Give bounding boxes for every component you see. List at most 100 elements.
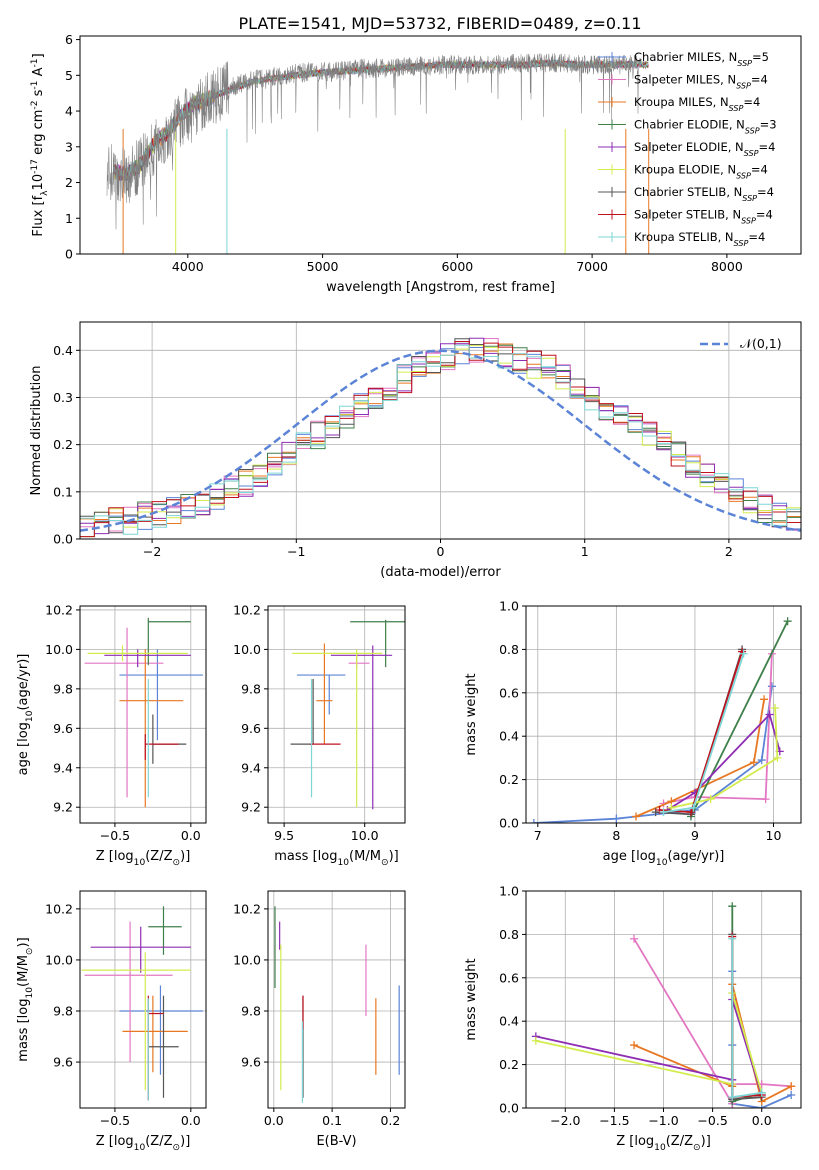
errorbar-point: [350, 619, 405, 668]
weight-point-marker: [787, 1090, 796, 1099]
x-tick-label: 9.5: [274, 828, 294, 843]
axes-frame: [267, 605, 406, 824]
errorbar-point: [330, 645, 393, 810]
weight-series-line: [666, 712, 781, 811]
errorbar-point: [144, 734, 179, 760]
y-tick-label: 10.0: [233, 642, 261, 657]
age_vs_Z-axes: −0.5 0.0 9.2 9.4 9.6 9.8 10.0 10.2 Z [log10(Z/Z⊙…: [16, 602, 207, 868]
x-axis-label: age [log10(age/yr)]: [603, 849, 725, 868]
weight-series-line: [731, 936, 762, 1099]
x-tick-label: 0.0: [752, 1113, 772, 1128]
legend-entry-text: Salpeter ELODIE, NSSP=4: [634, 140, 775, 158]
errorbar-point: [297, 674, 346, 715]
weight-point-marker: [787, 1082, 796, 1091]
model-spectrum-line: [113, 59, 649, 181]
errorbar-point: [119, 985, 203, 1075]
y-axis-label: Normed distribution: [29, 366, 44, 496]
errorbar-point: [87, 645, 188, 662]
x-tick-label: 1: [581, 544, 589, 559]
histogram-step: [80, 344, 801, 535]
y-tick-label: 9.8: [241, 1003, 261, 1018]
x-axis-label: (data-model)/error: [380, 565, 501, 580]
weight-series-line: [535, 992, 763, 1094]
weight-series-line: [635, 699, 765, 818]
legend-entry-text: Chabrier STELIB, NSSP=4: [634, 185, 774, 203]
y-tick-label: 9.8: [53, 681, 73, 696]
y-axis-label: mass [log10(M/M⊙)]: [16, 937, 35, 1061]
weight-point-marker: [728, 1093, 737, 1102]
errorbar-point: [122, 995, 188, 1073]
model-spectrum-line: [113, 59, 649, 181]
x-axis-label: wavelength [Angstrom, rest frame]: [326, 280, 555, 295]
x-tick-label: 4000: [172, 259, 204, 274]
legend-entry-text: Chabrier ELODIE, NSSP=3: [634, 118, 777, 136]
y-tick-label: 0.0: [499, 816, 519, 831]
errorbar-point: [119, 649, 203, 741]
model-spectrum-line: [113, 58, 649, 180]
x-tick-label: 9: [691, 828, 699, 843]
x-tick-label: −0.5: [100, 1113, 130, 1128]
legend-entry-text: Kroupa ELODIE, NSSP=4: [634, 163, 768, 181]
weight-series-line: [533, 686, 773, 823]
weight-point-marker: [529, 819, 538, 823]
y-tick-label: 0.8: [499, 927, 519, 942]
weight-point-marker: [767, 682, 776, 691]
figure-title: PLATE=1541, MJD=53732, FIBERID=0489, z=0…: [238, 14, 641, 33]
y-tick-label: 0.4: [499, 1014, 519, 1029]
y-tick-label: 0.0: [53, 532, 73, 547]
model-spectrum-line: [113, 58, 649, 183]
errorbar-point: [316, 643, 333, 745]
weight_vs_age-axes: 7 8 9 10 0.0 0.2 0.4 0.6 0.8 1.0 age [log10(age/yr…: [464, 599, 802, 868]
x-axis-label: Z [log10(Z/Z⊙)]: [96, 849, 191, 868]
legend-entry-text: Salpeter STELIB, NSSP=4: [634, 208, 773, 226]
errorbar-point: [84, 921, 173, 1063]
x-tick-label: 7: [534, 828, 542, 843]
age_vs_mass-plot-area: [290, 619, 405, 810]
y-tick-label: 9.6: [53, 1055, 73, 1070]
y-tick-label: 9.6: [53, 721, 73, 736]
y-tick-label: 0.6: [499, 685, 519, 700]
y-tick-label: 9.8: [241, 681, 261, 696]
y-axis-label: age [log10(age/yr)]: [16, 654, 35, 776]
weight-point-marker: [765, 710, 774, 719]
model-spectrum-line: [113, 58, 649, 182]
weight-series-line: [671, 707, 779, 809]
errorbar-point: [147, 617, 191, 666]
y-tick-label: 0.3: [53, 390, 73, 405]
weight_vs_age-plot-area: [529, 617, 792, 823]
y-tick-label: 0.0: [499, 1101, 519, 1116]
axes-frame: [79, 35, 802, 255]
model-spectrum-line: [113, 59, 649, 181]
x-tick-label: 8: [612, 828, 620, 843]
weight-point-marker: [783, 617, 792, 626]
x-tick-label: 0.0: [181, 828, 201, 843]
axes-frame: [79, 890, 207, 1109]
errorbar-point: [292, 649, 383, 808]
y-tick-label: 0.2: [499, 772, 519, 787]
axes-frame: [267, 890, 406, 1109]
y-tick-label: 0.4: [53, 343, 73, 358]
y-tick-label: 9.8: [53, 1003, 73, 1018]
y-axis-label: Flux [fλ10-17 erg cm-2 s-1 A-1]: [30, 53, 50, 236]
weight-point-marker: [689, 803, 698, 812]
weight-point-marker: [749, 758, 758, 767]
weight-point-marker: [687, 808, 695, 817]
legend-entry-text: Kroupa MILES, NSSP=4: [634, 95, 760, 113]
weight-point-marker: [728, 934, 737, 943]
errorbar-point: [148, 995, 179, 1098]
mass_vs_ebv-plot-area: [274, 906, 400, 1103]
normal-legend-label: 𝒩(0,1): [740, 336, 782, 351]
residuals-axes: −2 −1 0 1 2 0.0 0.1 0.2 0.3 0.4 (data-model)/error…: [29, 321, 802, 580]
legend-entry-text: Salpeter MILES, NSSP=4: [634, 73, 768, 91]
y-tick-label: 5: [65, 68, 73, 83]
y-tick-label: 0.8: [499, 642, 519, 657]
model-spectrum-line: [113, 58, 649, 182]
model-spectrum-line: [113, 58, 649, 181]
axes-frame: [79, 605, 207, 824]
x-tick-label: 0.2: [380, 1113, 400, 1128]
x-tick-label: 6000: [441, 259, 473, 274]
weight-point-marker: [760, 695, 769, 704]
weight-point-marker: [761, 795, 770, 804]
errorbar-point: [290, 678, 314, 745]
y-tick-label: 0.2: [53, 437, 73, 452]
